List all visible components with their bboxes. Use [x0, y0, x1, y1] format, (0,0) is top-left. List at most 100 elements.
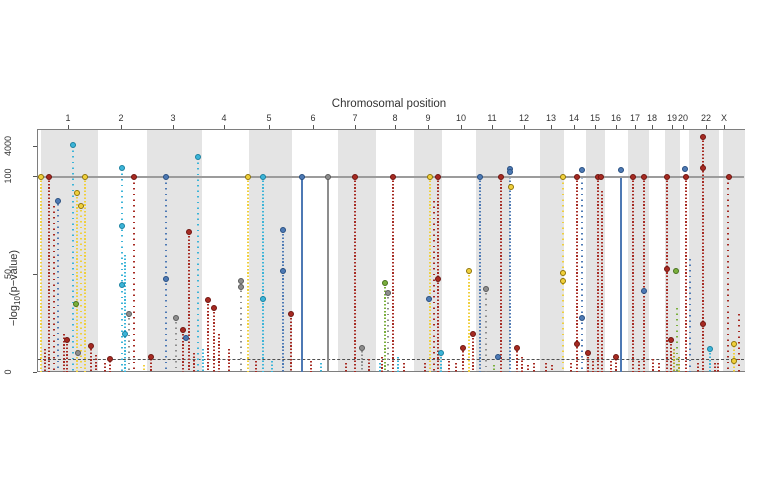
data-point — [507, 169, 513, 175]
tower-column — [685, 177, 687, 372]
data-point — [483, 285, 489, 292]
tower-column — [472, 337, 474, 372]
tower-column — [327, 177, 329, 372]
chromosome-tick — [724, 125, 725, 129]
chromosome-label: 22 — [700, 113, 711, 123]
data-point — [574, 174, 580, 180]
chromosome-tick — [492, 125, 493, 129]
tower-column — [485, 292, 487, 372]
data-point — [700, 164, 706, 171]
tower-column — [468, 275, 470, 372]
data-point — [288, 311, 294, 318]
tower-column — [66, 343, 68, 372]
tower-column — [493, 365, 495, 372]
tower-column — [150, 359, 152, 372]
data-point — [260, 295, 266, 302]
data-point — [700, 134, 706, 140]
chromosome-tick — [683, 125, 684, 129]
data-point — [148, 354, 154, 361]
data-point — [119, 223, 125, 229]
tower-column — [143, 365, 145, 372]
tower-column — [175, 322, 177, 372]
data-point — [78, 203, 84, 210]
tower-column — [121, 167, 123, 372]
data-point — [352, 174, 358, 180]
tower-column — [213, 312, 215, 372]
chromosome-tick — [706, 125, 707, 129]
chromosome-tick — [355, 125, 356, 129]
chromosome-tick — [461, 125, 462, 129]
tower-column — [109, 361, 111, 372]
data-point — [683, 174, 689, 180]
data-point — [119, 164, 125, 171]
y-axis-tick — [33, 372, 37, 373]
data-point — [466, 268, 472, 275]
data-point — [195, 154, 201, 160]
data-point — [88, 342, 94, 349]
data-point — [613, 354, 619, 361]
tower-column — [95, 355, 97, 372]
data-point — [435, 275, 441, 282]
data-point — [673, 268, 679, 275]
tower-column — [72, 144, 74, 372]
chromosome-label: 11 — [487, 113, 497, 123]
y-axis-tick — [33, 146, 37, 147]
y-axis-tick — [33, 274, 37, 275]
data-point — [641, 174, 647, 180]
data-point — [73, 301, 79, 308]
chromosome-tick — [524, 125, 525, 129]
tower-column — [455, 363, 457, 372]
tower-column — [282, 233, 284, 372]
data-point — [122, 330, 128, 337]
tower-column — [738, 314, 740, 372]
tower-column — [479, 177, 481, 372]
x-axis-title: Chromosomal position — [331, 98, 447, 110]
tower-column — [384, 286, 386, 372]
tower-column — [448, 361, 450, 372]
y-axis-title-sub: 10 — [13, 296, 23, 305]
chromosome-label: 15 — [589, 113, 600, 123]
data-point — [245, 174, 251, 180]
data-point — [498, 174, 504, 180]
chromosome-label: X — [720, 113, 727, 123]
data-point — [385, 289, 391, 296]
data-point — [585, 350, 591, 357]
data-point — [726, 174, 732, 180]
tower-column — [424, 363, 426, 372]
tower-column — [632, 177, 634, 372]
data-point — [641, 287, 647, 294]
tower-column — [128, 318, 130, 372]
data-point — [682, 166, 688, 173]
chromosome-tick — [269, 125, 270, 129]
data-point — [299, 174, 305, 180]
tower-column — [387, 296, 389, 372]
tower-column — [587, 357, 589, 372]
tower-column — [301, 177, 303, 372]
chromosome-band — [41, 130, 98, 371]
chromosome-label: 8 — [392, 113, 398, 123]
data-point — [707, 346, 713, 353]
data-point — [435, 174, 441, 180]
data-point — [64, 336, 70, 343]
tower-column — [104, 363, 106, 372]
tower-column — [652, 359, 654, 372]
chromosome-label: 18 — [646, 113, 657, 123]
chromosome-tick — [224, 125, 225, 129]
chromosome-label: 14 — [568, 113, 579, 123]
chromosome-label: 12 — [518, 113, 529, 123]
tower-column — [207, 304, 209, 372]
tower-column — [381, 357, 383, 372]
tower-column — [76, 196, 78, 372]
chromosome-band — [476, 130, 510, 371]
chromosome-label: 10 — [455, 113, 466, 123]
data-point — [183, 334, 189, 341]
tower-column — [240, 284, 242, 372]
tower-column — [551, 365, 553, 372]
tower-column — [592, 361, 594, 372]
tower-column — [271, 361, 273, 372]
tower-column — [440, 357, 442, 372]
tower-column — [516, 351, 518, 372]
chromosome-band — [249, 130, 292, 371]
data-point — [579, 167, 585, 174]
data-point — [55, 197, 61, 204]
